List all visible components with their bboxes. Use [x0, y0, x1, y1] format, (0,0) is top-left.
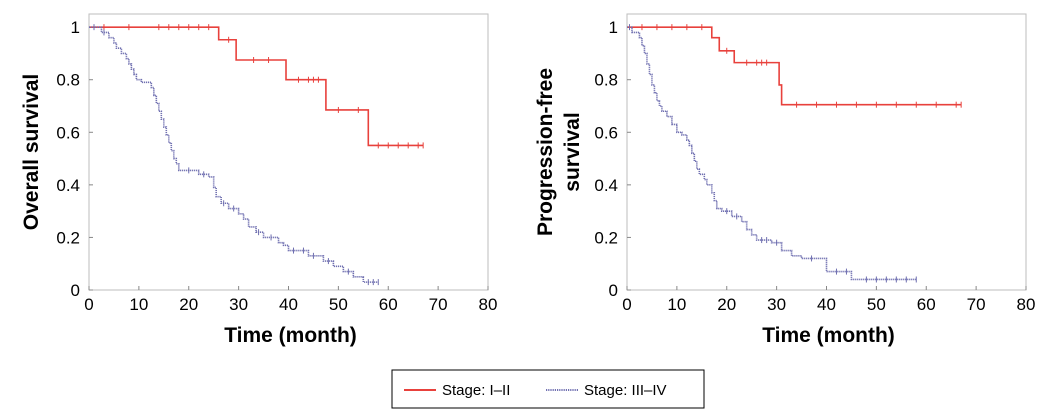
- y-tick-label: 0.2: [594, 228, 618, 247]
- y-axis-title: Progression-free: [534, 68, 557, 236]
- x-tick-label: 80: [1017, 295, 1036, 314]
- legend-box: [391, 369, 705, 409]
- y-tick-label: 1: [71, 18, 80, 37]
- y-tick-label: 0.8: [56, 71, 80, 90]
- series-stage-iii-iv: [89, 24, 379, 286]
- y-tick-label: 0.4: [56, 176, 80, 195]
- x-tick-label: 0: [84, 295, 93, 314]
- x-tick-label: 20: [179, 295, 198, 314]
- y-axis-title: Overall survival: [20, 74, 43, 230]
- x-tick-label: 10: [667, 295, 686, 314]
- x-tick-label: 60: [917, 295, 936, 314]
- progression-free-survival-chart: 0 10 20 30 40 50 60 70 80 0 0.2 0.4 0.6 0.8 1 Time (mon…: [534, 13, 1036, 347]
- x-tick-label: 60: [379, 295, 398, 314]
- y-tick-label: 0.8: [594, 71, 618, 90]
- series-stage-i-ii: [627, 24, 962, 108]
- x-tick-label: 30: [767, 295, 786, 314]
- legend-label-stage-iii-iv: Stage: III–IV: [584, 382, 667, 399]
- survival-step-line: [627, 26, 917, 281]
- x-tick-label: 50: [867, 295, 886, 314]
- x-tick-label: 0: [622, 295, 631, 314]
- y-tick-label: 0.6: [594, 123, 618, 142]
- y-tick-label: 0.4: [594, 176, 618, 195]
- x-tick-label: 50: [329, 295, 348, 314]
- plot-frame: [626, 13, 1027, 291]
- x-tick-label: 20: [717, 295, 736, 314]
- x-axis-title: Time (month): [762, 324, 895, 347]
- x-axis-title: Time (month): [224, 324, 357, 347]
- x-tick-label: 30: [229, 295, 248, 314]
- x-tick-label: 80: [479, 295, 498, 314]
- y-tick-label: 0.6: [56, 123, 80, 142]
- legend-label-stage-i-ii: Stage: I–II: [442, 382, 510, 399]
- survival-step-line: [89, 26, 379, 283]
- x-tick-label: 40: [817, 295, 836, 314]
- y-tick-label: 0: [609, 281, 618, 300]
- y-tick-label: 0: [71, 281, 80, 300]
- legend: Stage: I–II Stage: III–IV: [391, 369, 705, 409]
- survival-step-line: [627, 26, 962, 106]
- overall-survival-chart: 0 10 20 30 40 50 60 70 80 0 0.2 0.4 0.6 0.8 1 Time (mon…: [20, 13, 498, 347]
- series-stage-iii-iv: [627, 24, 917, 283]
- series-stage-i-ii: [89, 24, 424, 149]
- x-tick-label: 40: [279, 295, 298, 314]
- x-tick-label: 70: [967, 295, 986, 314]
- x-tick-label: 10: [129, 295, 148, 314]
- y-tick-label: 0.2: [56, 228, 80, 247]
- y-tick-label: 1: [609, 18, 618, 37]
- survival-step-line: [89, 26, 424, 147]
- x-tick-label: 70: [429, 295, 448, 314]
- y-axis-title: survival: [561, 112, 584, 191]
